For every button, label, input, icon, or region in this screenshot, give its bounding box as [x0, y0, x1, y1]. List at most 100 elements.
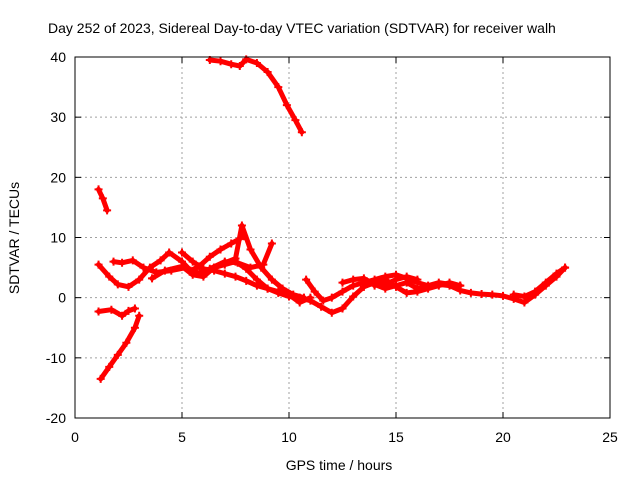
data-point	[231, 272, 240, 281]
data-point	[122, 338, 131, 347]
data-point	[424, 284, 433, 293]
data-point	[94, 307, 103, 316]
data-point	[263, 284, 272, 293]
data-point	[220, 269, 229, 278]
data-point	[274, 83, 283, 92]
data-point	[242, 276, 251, 285]
data-point	[128, 256, 137, 265]
data-point	[445, 278, 454, 287]
data-point	[338, 304, 347, 313]
y-axis-label: SDTVAR / TECUs	[6, 182, 22, 294]
data-point	[531, 287, 540, 296]
y-tick-label: -20	[46, 410, 66, 426]
data-point	[252, 275, 261, 284]
data-point	[178, 248, 186, 257]
data-point	[552, 269, 561, 278]
data-point	[499, 291, 507, 300]
data-point	[267, 275, 276, 284]
y-tick-label: 0	[58, 290, 66, 306]
series-track-mid-8	[370, 275, 465, 297]
data-point	[205, 252, 214, 261]
data-point	[381, 275, 390, 284]
data-point	[263, 68, 272, 77]
data-point	[246, 245, 255, 254]
data-point	[370, 281, 379, 290]
x-tick-label: 20	[495, 429, 511, 445]
data-point	[235, 62, 244, 71]
data-point	[160, 266, 169, 275]
data-point	[130, 304, 139, 313]
chart-title: Day 252 of 2023, Sidereal Day-to-day VTE…	[48, 20, 556, 36]
data-point	[113, 350, 122, 359]
data-point	[156, 256, 165, 265]
data-point	[242, 264, 251, 273]
data-point	[124, 282, 133, 291]
series-track-mid-1	[94, 232, 249, 291]
data-point	[349, 275, 358, 284]
data-point	[291, 116, 300, 125]
y-tick-label: 20	[50, 169, 66, 185]
data-point	[216, 57, 225, 66]
data-point	[520, 292, 529, 301]
data-point	[295, 293, 304, 302]
data-point	[94, 260, 103, 269]
data-point	[466, 288, 475, 297]
y-tick-label: -10	[46, 350, 66, 366]
data-point	[402, 278, 411, 287]
series-line	[340, 265, 568, 305]
y-tick-label: 40	[50, 49, 66, 65]
series-track-tail	[509, 263, 570, 301]
data-point	[105, 272, 114, 281]
data-point	[359, 274, 368, 283]
data-point	[310, 287, 319, 296]
data-point	[413, 287, 422, 296]
data-point	[297, 128, 306, 137]
data-point	[392, 270, 400, 279]
data-point	[338, 278, 347, 287]
data-point	[227, 60, 236, 69]
x-tick-label: 5	[178, 429, 186, 445]
data-point	[317, 302, 326, 311]
data-point	[488, 290, 497, 299]
y-tick-label: 10	[50, 230, 66, 246]
data-point	[199, 264, 208, 273]
series-track-top	[205, 55, 306, 137]
data-point	[96, 374, 105, 383]
data-point	[210, 263, 219, 272]
x-axis-label: GPS time / hours	[286, 457, 393, 473]
data-point	[178, 262, 186, 271]
data-point	[327, 308, 336, 317]
data-point	[188, 270, 197, 279]
data-point	[252, 59, 261, 68]
data-point	[392, 282, 400, 291]
data-point	[165, 248, 174, 257]
data-point	[477, 290, 486, 299]
data-point	[135, 275, 144, 284]
data-point	[124, 306, 133, 315]
data-point	[237, 221, 246, 230]
data-point	[285, 292, 293, 301]
data-point	[302, 275, 311, 284]
data-point	[381, 284, 390, 293]
series-track-short-2	[94, 304, 139, 320]
data-point	[227, 239, 236, 248]
data-point	[107, 305, 116, 314]
data-point	[349, 292, 358, 301]
data-point	[338, 287, 347, 296]
data-point	[282, 101, 291, 110]
data-point	[188, 257, 197, 266]
data-point	[118, 311, 127, 320]
data-point	[113, 280, 122, 289]
ticks	[74, 56, 611, 419]
data-point	[94, 185, 103, 194]
x-tick-label: 15	[388, 429, 404, 445]
data-point	[105, 362, 114, 371]
data-point	[148, 274, 157, 283]
data-point	[306, 296, 315, 305]
data-point	[98, 194, 107, 203]
data-point	[456, 281, 465, 290]
y-tick-labels: -20 -10 0 10 20 30 40	[46, 49, 66, 426]
data-point	[118, 258, 127, 267]
data-point	[434, 281, 443, 290]
